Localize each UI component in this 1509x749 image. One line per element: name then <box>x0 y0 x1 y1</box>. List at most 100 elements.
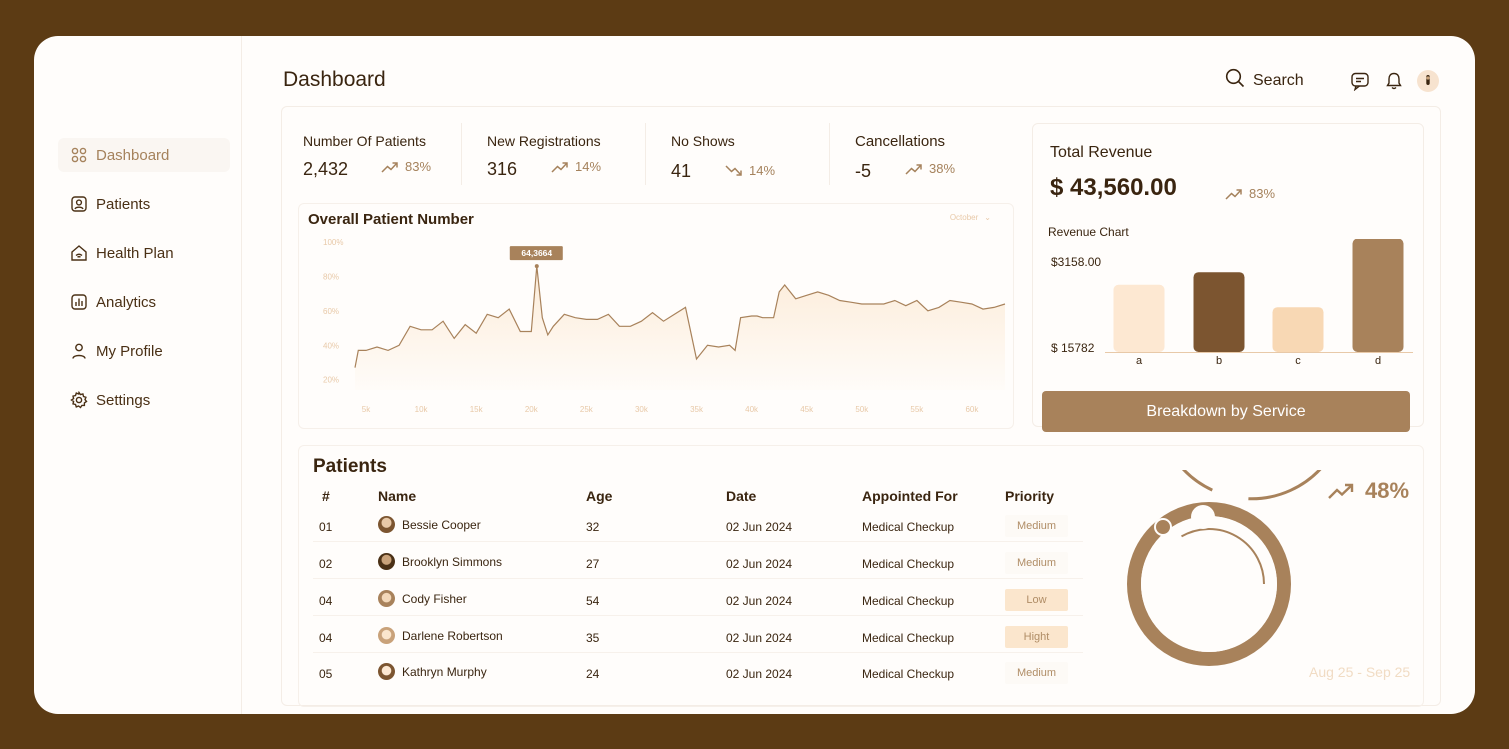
sidebar-item-analytics[interactable]: Analytics <box>58 285 230 319</box>
sidebar-item-label: Patients <box>96 195 151 213</box>
series-line <box>354 266 1006 368</box>
sidebar-item-my-profile[interactable]: My Profile <box>58 334 230 368</box>
stat-label: Cancellations <box>855 133 946 150</box>
column-header-priority: Priority <box>1005 488 1055 504</box>
revenue-bar <box>1113 284 1165 352</box>
sidebar-item-settings[interactable]: Settings <box>58 383 230 417</box>
revenue-title: Total Revenue <box>1050 144 1153 161</box>
table-row[interactable]: 04 Darlene Robertson 35 02 Jun 2024 Medi… <box>313 623 1083 653</box>
sidebar-item-health-plan[interactable]: Health Plan <box>58 236 230 270</box>
patient-badge-icon <box>70 195 88 213</box>
x-tick-label: 10k <box>415 405 429 414</box>
chart-title: Overall Patient Number <box>308 211 474 228</box>
stat-value: 41 <box>671 161 692 181</box>
sidebar: Dashboard Patients Health Plan Analytics <box>34 36 242 714</box>
revenue-bar <box>1352 239 1404 352</box>
app-window: Dashboard Patients Health Plan Analytics <box>34 36 1475 714</box>
progress-donut <box>1127 470 1322 666</box>
tooltip-label: 64,3664 <box>521 248 552 258</box>
avatar <box>378 627 395 644</box>
page-title: Dashboard <box>283 68 386 91</box>
sidebar-item-label: Analytics <box>96 293 157 311</box>
table-row[interactable]: 01 Bessie Cooper 32 02 Jun 2024 Medical … <box>313 512 1083 542</box>
stat-value: -5 <box>855 161 872 181</box>
x-tick-label: 35k <box>690 405 704 414</box>
date-range: Aug 25 - Sep 25 <box>1309 664 1411 680</box>
sidebar-item-label: My Profile <box>96 342 163 360</box>
donut-inner-arc <box>1181 528 1265 585</box>
y-axis-label: $ 15782 <box>1051 341 1095 355</box>
trend-up-icon <box>905 163 922 175</box>
y-tick-label: 100% <box>323 238 343 247</box>
bar-category-label: a <box>1136 355 1143 367</box>
x-tick-label: 20k <box>525 405 539 414</box>
status-badge: Low <box>1005 589 1068 611</box>
bell-icon[interactable] <box>1383 70 1405 92</box>
table-row[interactable]: 04 Cody Fisher 54 02 Jun 2024 Medical Ch… <box>313 586 1083 616</box>
avatar[interactable] <box>1417 70 1439 92</box>
x-tick-label: 55k <box>910 405 924 414</box>
revenue-trend: 83% <box>1225 186 1275 201</box>
x-tick-label: 60k <box>965 405 979 414</box>
top-bar: Dashboard Search <box>283 66 1443 98</box>
x-tick-label: 40k <box>745 405 759 414</box>
revenue-card: Total Revenue $ 43,560.00 83% Revenue Ch… <box>1032 123 1424 432</box>
x-tick-label: 5k <box>362 405 371 414</box>
search-label: Search <box>1253 71 1304 89</box>
stat-value: 2,432 <box>303 159 349 179</box>
patient-number-chart: 100% 80% 60% 40% 20% 5k 10k 15k 20k 25k 30k 35k 40k 4… <box>323 238 1006 414</box>
revenue-bar <box>1272 307 1324 352</box>
stat-trend: 38% <box>905 161 955 176</box>
sidebar-item-label: Settings <box>96 391 151 409</box>
stat-trend: 14% <box>725 163 775 178</box>
table-row[interactable]: 02 Brooklyn Simmons 27 02 Jun 2024 Medic… <box>313 549 1083 579</box>
revenue-bar <box>1193 272 1245 352</box>
table-row[interactable]: 05 Kathryn Murphy 24 02 Jun 2024 Medical… <box>313 659 1083 689</box>
search-button[interactable]: Search <box>1225 68 1304 93</box>
trend-down-icon <box>725 164 742 176</box>
revenue-chart-label: Revenue Chart <box>1048 225 1129 239</box>
stat-label: Number Of Patients <box>303 133 426 149</box>
stat-new-registrations: New Registrations 316 14% <box>487 123 646 185</box>
bar-category-label: b <box>1216 355 1222 367</box>
status-badge: Medium <box>1005 515 1068 537</box>
revenue-value: $ 43,560.00 <box>1050 174 1177 201</box>
donut-knob <box>1154 518 1172 536</box>
x-tick-label: 25k <box>580 405 594 414</box>
x-tick-label: 50k <box>855 405 869 414</box>
donut-outer-arc <box>1182 470 1322 501</box>
sidebar-nav: Dashboard Patients Health Plan Analytics <box>58 138 230 432</box>
search-icon <box>1225 68 1253 93</box>
column-header-age: Age <box>586 488 613 504</box>
bar-category-label: d <box>1375 355 1381 367</box>
bar-chart-icon <box>70 293 88 311</box>
donut-gap <box>1191 505 1215 529</box>
breakdown-by-service-button[interactable]: Breakdown by Service <box>1042 391 1410 432</box>
stat-trend: 14% <box>551 159 601 174</box>
revenue-bar-chart: a b c d $3158.00 $ 15782 <box>1051 239 1413 367</box>
highlight-point <box>534 264 539 269</box>
x-tick-label: 45k <box>800 405 814 414</box>
patient-number-chart-card: Overall Patient Number October ⌄ 100% 80%… <box>298 203 1014 429</box>
area-fill <box>355 266 1005 390</box>
avatar <box>378 663 395 680</box>
message-icon[interactable] <box>1349 70 1371 92</box>
donut-hole <box>1141 516 1277 652</box>
stat-label: No Shows <box>671 133 735 149</box>
patients-title: Patients <box>313 456 387 477</box>
y-tick-label: 20% <box>323 376 339 385</box>
stat-label: New Registrations <box>487 133 601 149</box>
sidebar-item-patients[interactable]: Patients <box>58 187 230 221</box>
avatar <box>378 590 395 607</box>
sidebar-item-dashboard[interactable]: Dashboard <box>58 138 230 172</box>
stat-no-shows: No Shows 41 14% <box>671 123 830 185</box>
y-tick-label: 80% <box>323 272 339 281</box>
y-axis-label: $3158.00 <box>1051 255 1101 269</box>
status-badge: Medium <box>1005 552 1068 574</box>
y-tick-label: 60% <box>323 307 339 316</box>
trend-up-icon <box>551 161 568 173</box>
column-header-name: Name <box>378 488 417 504</box>
month-dropdown[interactable]: October ⌄ <box>949 213 991 222</box>
column-header-number: # <box>322 488 330 504</box>
user-icon <box>70 342 88 360</box>
